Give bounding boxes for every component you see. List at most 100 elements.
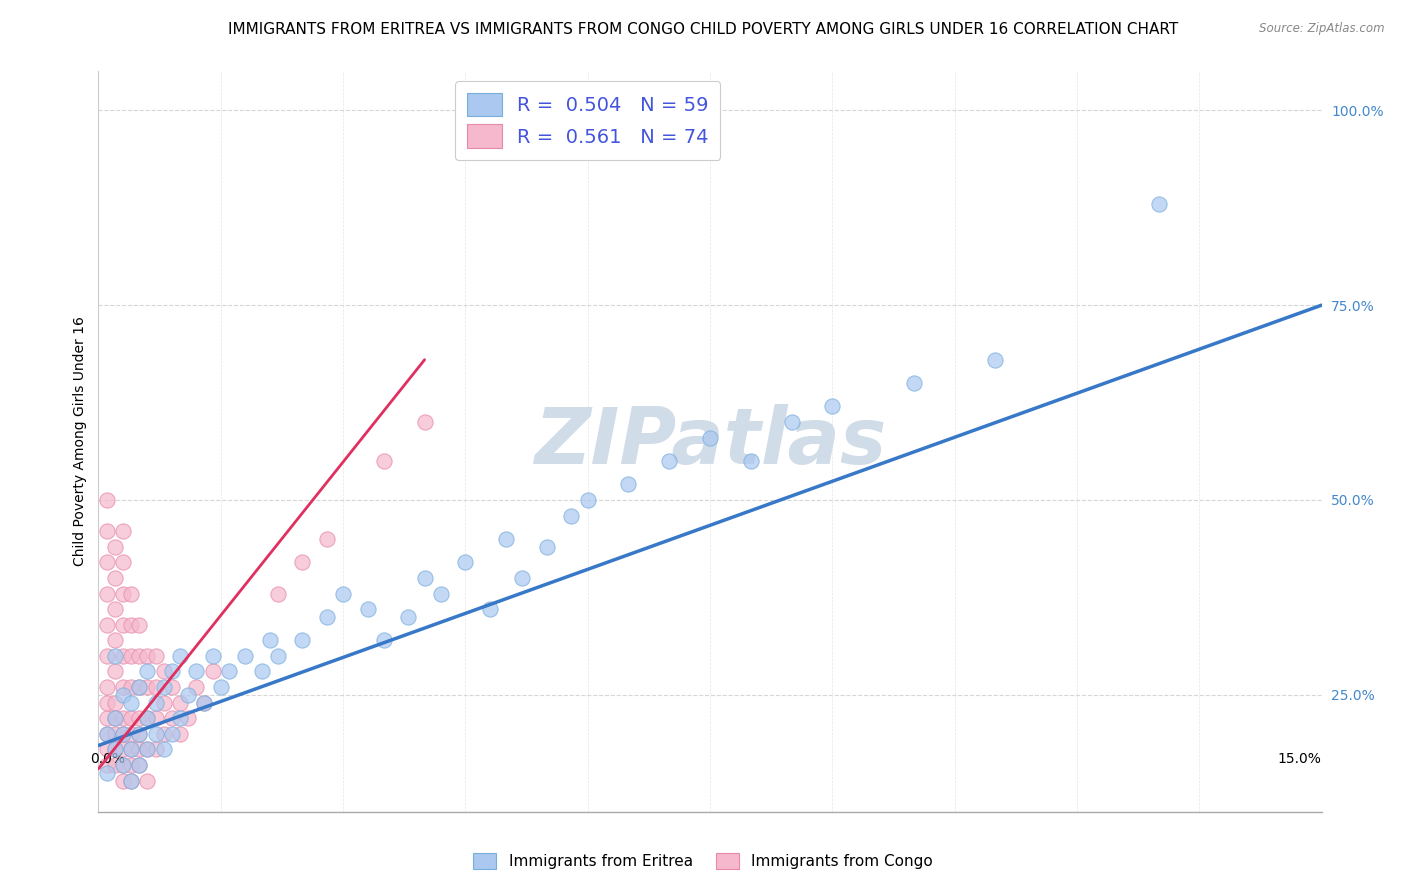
Point xyxy=(145,742,167,756)
Point xyxy=(96,493,118,508)
Point xyxy=(984,352,1007,367)
Point xyxy=(267,586,290,600)
Y-axis label: Child Poverty Among Girls Under 16: Child Poverty Among Girls Under 16 xyxy=(73,317,87,566)
Point xyxy=(1147,197,1170,211)
Point xyxy=(120,758,142,772)
Point xyxy=(209,680,232,694)
Point xyxy=(152,742,174,756)
Point xyxy=(658,454,681,468)
Point xyxy=(136,665,159,679)
Point xyxy=(104,696,127,710)
Point xyxy=(104,665,127,679)
Point xyxy=(160,727,183,741)
Point xyxy=(128,742,150,756)
Point xyxy=(136,773,159,788)
Point xyxy=(903,376,925,390)
Text: 0.0%: 0.0% xyxy=(90,753,125,766)
Point xyxy=(233,648,256,663)
Point xyxy=(186,680,208,694)
Point xyxy=(111,727,134,741)
Point xyxy=(104,727,127,741)
Point xyxy=(152,680,174,694)
Point xyxy=(120,727,142,741)
Point xyxy=(120,773,142,788)
Point xyxy=(111,758,134,772)
Point xyxy=(96,727,118,741)
Point xyxy=(120,773,142,788)
Point xyxy=(740,454,762,468)
Point xyxy=(128,758,150,772)
Point xyxy=(177,688,200,702)
Point xyxy=(291,555,314,569)
Point xyxy=(128,648,150,663)
Point xyxy=(136,711,159,725)
Point xyxy=(145,696,167,710)
Point xyxy=(96,696,118,710)
Point xyxy=(145,727,167,741)
Point xyxy=(111,555,134,569)
Point xyxy=(699,431,721,445)
Point xyxy=(145,648,167,663)
Point xyxy=(111,711,134,725)
Point xyxy=(96,742,118,756)
Point xyxy=(96,758,118,772)
Point xyxy=(396,610,419,624)
Point xyxy=(780,415,803,429)
Point xyxy=(356,602,378,616)
Point xyxy=(96,648,118,663)
Point xyxy=(136,711,159,725)
Point xyxy=(218,665,240,679)
Point xyxy=(104,742,127,756)
Point xyxy=(104,648,127,663)
Point xyxy=(111,742,134,756)
Point xyxy=(430,586,453,600)
Point xyxy=(96,727,118,741)
Text: IMMIGRANTS FROM ERITREA VS IMMIGRANTS FROM CONGO CHILD POVERTY AMONG GIRLS UNDER: IMMIGRANTS FROM ERITREA VS IMMIGRANTS FR… xyxy=(228,22,1178,37)
Point xyxy=(478,602,501,616)
Point xyxy=(560,508,582,523)
Point xyxy=(96,555,118,569)
Point xyxy=(104,633,127,648)
Point xyxy=(128,711,150,725)
Point xyxy=(315,532,337,546)
Point xyxy=(120,617,142,632)
Point xyxy=(145,711,167,725)
Point xyxy=(152,727,174,741)
Legend: Immigrants from Eritrea, Immigrants from Congo: Immigrants from Eritrea, Immigrants from… xyxy=(467,847,939,875)
Point xyxy=(104,742,127,756)
Point xyxy=(169,696,191,710)
Text: 15.0%: 15.0% xyxy=(1278,753,1322,766)
Point xyxy=(96,617,118,632)
Point xyxy=(96,524,118,538)
Point xyxy=(315,610,337,624)
Point xyxy=(821,400,844,414)
Point xyxy=(111,586,134,600)
Point xyxy=(160,665,183,679)
Point xyxy=(96,765,118,780)
Point xyxy=(332,586,354,600)
Point xyxy=(495,532,517,546)
Point xyxy=(111,688,134,702)
Point xyxy=(128,617,150,632)
Point xyxy=(454,555,477,569)
Point xyxy=(373,633,395,648)
Legend: R =  0.504   N = 59, R =  0.561   N = 74: R = 0.504 N = 59, R = 0.561 N = 74 xyxy=(456,81,720,160)
Point xyxy=(120,742,142,756)
Point xyxy=(136,648,159,663)
Point xyxy=(536,540,558,554)
Point xyxy=(120,742,142,756)
Point xyxy=(128,727,150,741)
Point xyxy=(617,477,640,491)
Point xyxy=(111,524,134,538)
Point xyxy=(576,493,599,508)
Point xyxy=(201,648,224,663)
Point xyxy=(152,665,174,679)
Point xyxy=(291,633,314,648)
Point xyxy=(104,571,127,585)
Point xyxy=(267,648,290,663)
Point xyxy=(169,727,191,741)
Point xyxy=(111,727,134,741)
Point xyxy=(250,665,273,679)
Point xyxy=(111,680,134,694)
Point xyxy=(136,742,159,756)
